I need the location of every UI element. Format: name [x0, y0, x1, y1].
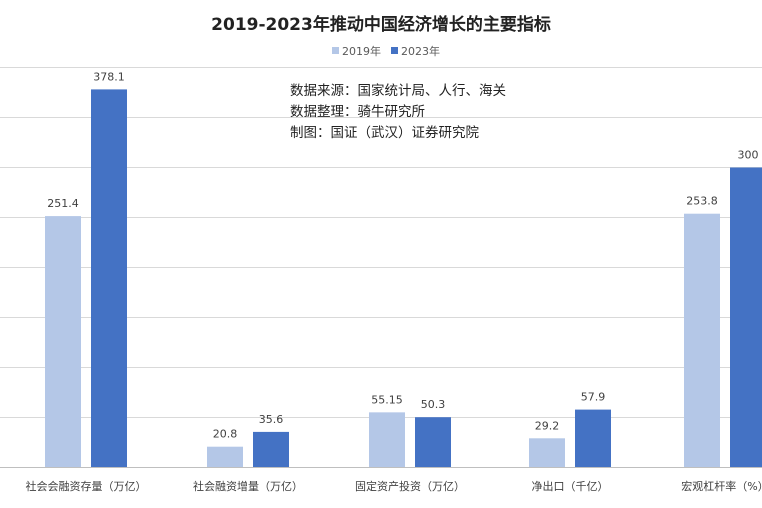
data-label-2023-4: 300 — [738, 149, 759, 162]
category-labels: 社会会融资存量（万亿） 社会融资增量（万亿） 固定资产投资（万亿） 净出口（千亿） 宏观… — [26, 479, 762, 493]
data-label-2019-4: 253.8 — [686, 195, 718, 208]
category-label-3: 净出口（千亿） — [532, 479, 609, 493]
data-label-2019-2: 55.15 — [371, 393, 403, 406]
data-label-2023-3: 57.9 — [581, 391, 606, 404]
bar-2019-1 — [207, 446, 243, 468]
legend-swatch-2019 — [332, 47, 339, 54]
legend-label-2023: 2023年 — [401, 44, 440, 58]
source-notes: 数据来源：国家统计局、人行、海关 数据整理：骑牛研究所 制图：国证（武汉）证券研… — [290, 82, 506, 141]
bar-2023-1 — [253, 431, 289, 468]
note-compiler: 数据整理：骑牛研究所 — [290, 104, 425, 120]
legend-swatch-2023 — [391, 47, 398, 54]
data-label-2023-1: 35.6 — [259, 413, 284, 426]
data-label-2023-2: 50.3 — [421, 398, 446, 411]
category-label-1: 社会融资增量（万亿） — [193, 479, 303, 493]
bar-2019-2 — [369, 412, 405, 468]
data-label-2019-3: 29.2 — [535, 419, 560, 432]
data-label-2023-0: 378.1 — [93, 70, 125, 83]
bar-2019-0 — [45, 216, 81, 468]
legend-label-2019: 2019年 — [342, 44, 381, 58]
bars — [45, 89, 762, 468]
data-labels: 251.4 20.8 55.15 29.2 253.8 378.1 35.6 50.3 57.9… — [47, 70, 758, 440]
legend: 2019年 2023年 — [332, 44, 440, 58]
bar-2019-4 — [684, 213, 720, 468]
data-label-2019-1: 20.8 — [213, 428, 238, 441]
data-label-2019-0: 251.4 — [47, 197, 79, 210]
category-label-2: 固定资产投资（万亿） — [355, 479, 465, 493]
bar-2019-3 — [529, 438, 565, 468]
category-label-4: 宏观杠杆率（%） — [681, 479, 762, 493]
note-producer: 制图：国证（武汉）证券研究院 — [290, 125, 479, 141]
note-source: 数据来源：国家统计局、人行、海关 — [290, 82, 506, 99]
bar-2023-0 — [91, 89, 127, 468]
bar-2023-3 — [575, 409, 611, 468]
bar-2023-2 — [415, 417, 451, 468]
bar-2023-4 — [730, 167, 762, 468]
chart-title: 2019-2023年推动中国经济增长的主要指标 — [211, 14, 551, 35]
category-label-0: 社会会融资存量（万亿） — [26, 479, 147, 493]
